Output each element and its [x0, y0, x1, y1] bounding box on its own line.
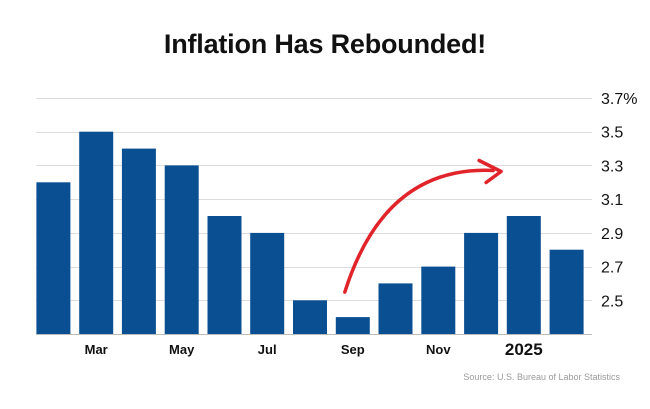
- chart-title: Inflation Has Rebounded!: [163, 29, 487, 59]
- x-tick-label: 2025: [505, 340, 543, 359]
- bar-feb-12: [549, 249, 584, 334]
- source-note: Source: U.S. Bureau of Labor Statistics: [463, 372, 620, 382]
- bar-feb-0: [36, 182, 71, 334]
- bar-2025-11: [506, 216, 541, 334]
- x-tick-label: Nov: [426, 342, 451, 357]
- x-axis-tick-labels: Mar May Jul Sep Nov 2025: [85, 340, 543, 359]
- bar-mar-1: [79, 131, 114, 334]
- x-tick-label: Sep: [341, 342, 365, 357]
- bar-oct-8: [378, 283, 413, 334]
- bar-nov-9: [421, 266, 456, 334]
- y-tick-label: 3.5: [601, 125, 623, 142]
- rebound-arrow-annotation: [343, 158, 503, 294]
- bar-may-3: [164, 165, 199, 334]
- y-tick-label: 2.7: [601, 260, 623, 277]
- y-axis-tick-labels: 2.5 2.7 2.9 3.1 3.3 3.5 3.7%: [601, 91, 637, 310]
- bar-jun-4: [207, 216, 242, 334]
- bar-jul-5: [250, 232, 285, 334]
- bar-dec-10: [464, 232, 499, 334]
- arrow-head: [477, 158, 503, 185]
- y-tick-label: 3.1: [601, 192, 623, 209]
- x-tick-label: Mar: [85, 342, 108, 357]
- y-tick-label: 2.9: [601, 226, 623, 243]
- x-tick-label: May: [169, 342, 195, 357]
- y-tick-label: 3.3: [601, 158, 623, 175]
- x-tick-label: Jul: [258, 342, 277, 357]
- y-tick-label: 2.5: [601, 293, 623, 310]
- arrow-curve: [343, 168, 495, 294]
- bar-apr-2: [121, 148, 156, 334]
- y-tick-label: 3.7%: [601, 91, 637, 108]
- bar-sep-7: [335, 317, 370, 334]
- bars: [36, 131, 584, 334]
- bar-aug-6: [293, 300, 327, 334]
